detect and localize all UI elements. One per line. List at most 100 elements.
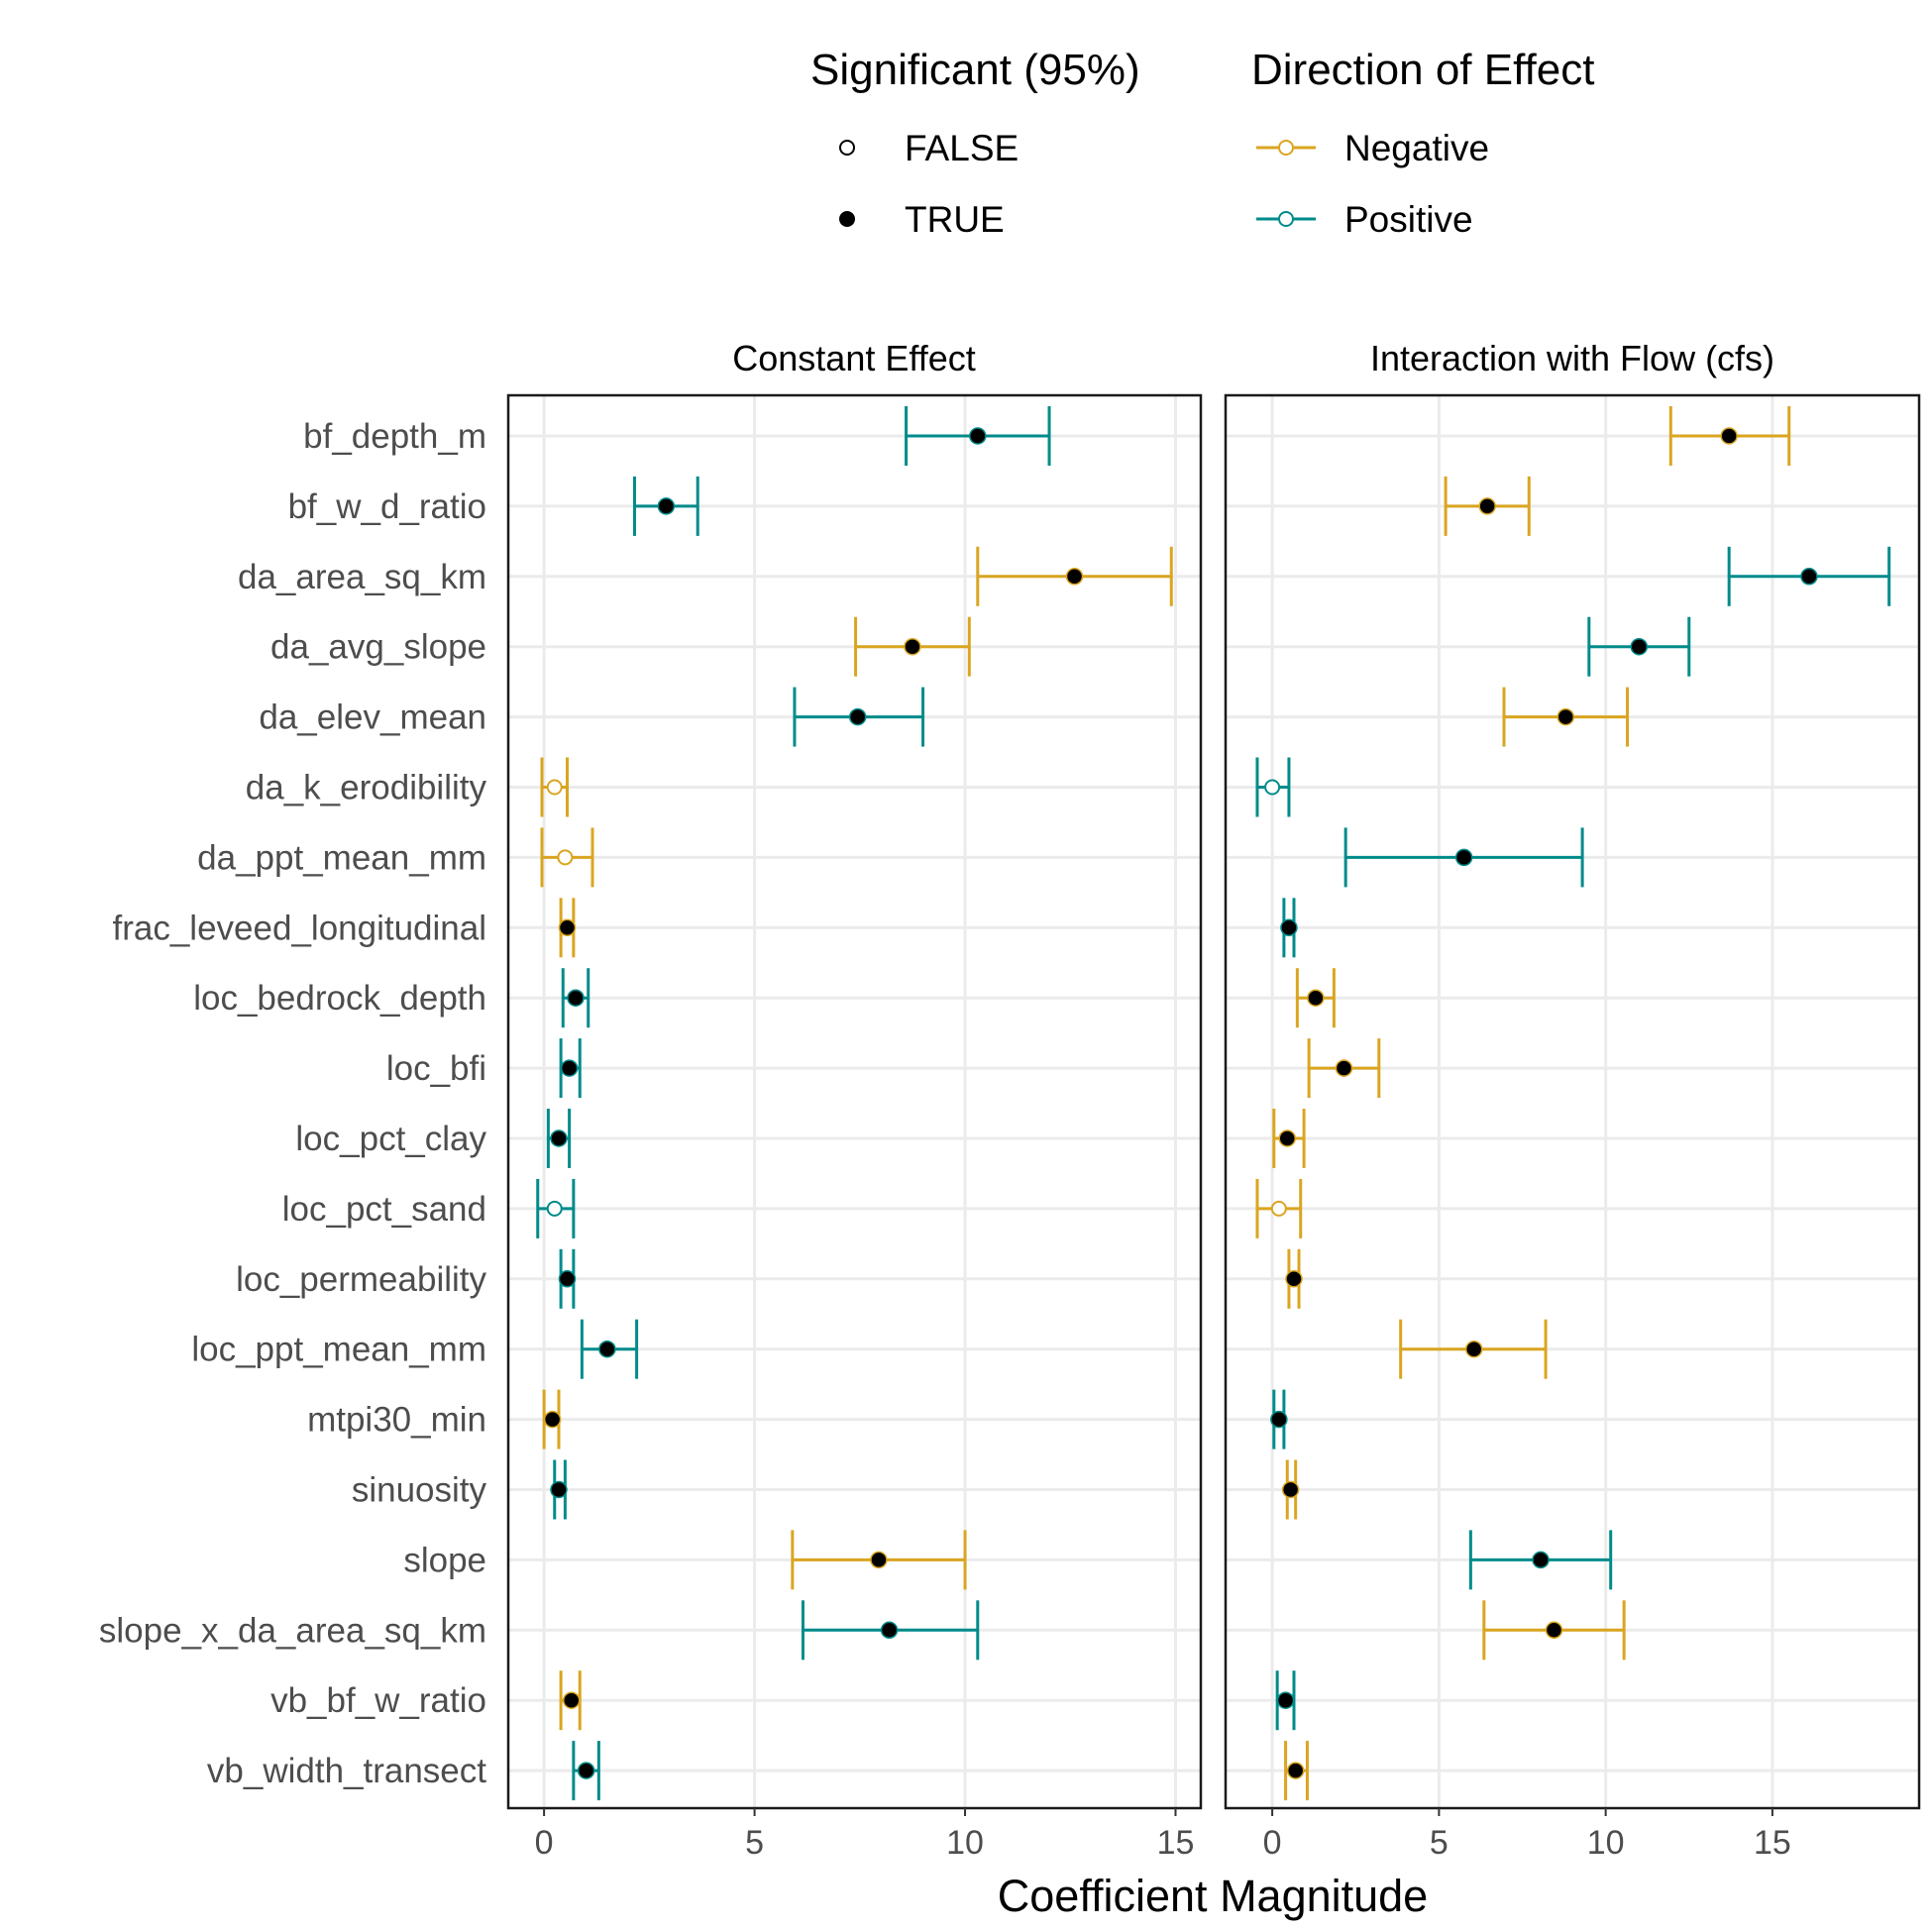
errorbar-loc-permeability: [1285, 1248, 1303, 1309]
x-tick-label: 5: [745, 1824, 764, 1862]
x-tick-label: 0: [535, 1824, 554, 1862]
x-axis-title: Coefficient Magnitude: [998, 1871, 1428, 1921]
category-label-slope-x-da-area-sq-km: slope_x_da_area_sq_km: [99, 1611, 486, 1650]
point-estimate: [1285, 1270, 1303, 1288]
category-label-sinuosity: sinuosity: [352, 1471, 487, 1510]
category-label-frac-leveed-longitudinal: frac_leveed_longitudinal: [113, 909, 487, 947]
category-label-loc-ppt-mean-mm: loc_ppt_mean_mm: [191, 1331, 486, 1369]
point-estimate: [657, 497, 676, 515]
errorbar-da-k-erodibility: [540, 757, 569, 817]
legend-false-marker: [839, 140, 855, 156]
point-estimate: [1464, 1340, 1483, 1358]
errorbar-da-elev-mean: [793, 687, 925, 747]
errorbar-da-ppt-mean-mm: [540, 827, 594, 888]
errorbar-loc-pct-clay: [546, 1109, 572, 1168]
errorbar-slope-x-da-area-sq-km: [1482, 1600, 1626, 1661]
point-estimate: [1800, 568, 1818, 586]
legend-negative-label: Negative: [1344, 128, 1489, 168]
legend-direction-title: Direction of Effect: [1251, 46, 1594, 94]
category-label-da-avg-slope: da_avg_slope: [270, 628, 486, 667]
category-label-loc-bedrock-depth: loc_bedrock_depth: [193, 979, 486, 1018]
point-estimate: [1307, 989, 1325, 1007]
point-estimate: [562, 1691, 581, 1709]
category-label-da-area-sq-km: da_area_sq_km: [238, 558, 486, 596]
errorbar-vb-bf-w-ratio: [1275, 1670, 1296, 1731]
errorbar-bf-depth-m: [905, 406, 1051, 466]
panel-frame: [506, 393, 1203, 1810]
errorbar-da-area-sq-km: [1727, 546, 1891, 606]
point-estimate: [557, 849, 574, 866]
legend-negative-marker: [1278, 140, 1294, 156]
category-label-vb-width-transect: vb_width_transect: [207, 1752, 486, 1790]
point-estimate: [550, 1480, 568, 1499]
errorbar-vb-width-transect: [572, 1741, 600, 1801]
point-estimate: [1280, 918, 1298, 937]
point-estimate: [550, 1129, 568, 1147]
point-estimate: [1454, 848, 1473, 867]
point-estimate: [1545, 1621, 1563, 1640]
category-label-da-elev-mean: da_elev_mean: [259, 698, 486, 737]
point-estimate: [577, 1762, 595, 1779]
x-tick-label: 15: [1157, 1824, 1195, 1862]
point-estimate: [546, 779, 563, 796]
point-estimate: [558, 918, 577, 937]
category-label-loc-bfi: loc_bfi: [386, 1049, 486, 1088]
category-label-slope: slope: [403, 1541, 486, 1579]
errorbar-loc-pct-sand: [1255, 1178, 1303, 1238]
x-tick-label: 15: [1754, 1824, 1791, 1862]
legend-true-marker: [839, 211, 855, 227]
point-estimate: [1532, 1551, 1550, 1569]
point-estimate: [1276, 1691, 1295, 1709]
x-tick-label: 10: [946, 1824, 984, 1862]
errorbar-loc-pct-clay: [1272, 1109, 1306, 1168]
errorbar-da-elev-mean: [1502, 687, 1630, 747]
point-estimate: [558, 1270, 577, 1288]
errorbar-loc-bedrock-depth: [1295, 968, 1336, 1028]
point-estimate: [598, 1340, 616, 1358]
panel-constant-effect: 0 5 10 15: [506, 393, 1203, 1862]
point-estimate: [567, 989, 585, 1007]
point-estimate: [1630, 637, 1649, 656]
errorbar-loc-bfi: [1307, 1038, 1381, 1099]
point-estimate: [1720, 427, 1738, 445]
errorbar-bf-depth-m: [1668, 406, 1791, 466]
point-estimate: [1264, 779, 1281, 796]
category-label-mtpi30-min: mtpi30_min: [307, 1401, 486, 1440]
errorbar-da-avg-slope: [854, 616, 971, 677]
panel-title-interaction: Interaction with Flow (cfs): [1370, 338, 1774, 378]
point-estimate: [870, 1551, 888, 1569]
point-estimate: [1065, 568, 1084, 586]
errorbar-bf-w-d-ratio: [1444, 476, 1531, 536]
legend-positive-marker: [1278, 211, 1294, 227]
errorbar-da-k-erodibility: [1255, 757, 1291, 817]
point-estimate: [1278, 1129, 1297, 1147]
point-estimate: [1281, 1480, 1300, 1499]
point-estimate: [1335, 1059, 1353, 1077]
point-estimate: [904, 637, 921, 656]
errorbar-loc-ppt-mean-mm: [1399, 1319, 1548, 1379]
errorbar-loc-pct-sand: [536, 1178, 576, 1238]
errorbar-mtpi30-min: [542, 1389, 562, 1449]
category-label-bf-depth-m: bf_depth_m: [303, 417, 486, 456]
point-estimate: [848, 707, 867, 726]
errorbar-frac-leveed-longitudinal: [1280, 898, 1298, 958]
x-tick-label: 0: [1263, 1824, 1282, 1862]
errorbar-da-area-sq-km: [976, 546, 1173, 606]
errorbar-da-avg-slope: [1587, 616, 1691, 677]
legend: Significant (95%) FALSE TRUE Direction o…: [810, 46, 1594, 240]
errorbar-slope: [1468, 1530, 1613, 1590]
x-tick-label: 10: [1587, 1824, 1625, 1862]
point-estimate: [1270, 1200, 1287, 1217]
errorbar-mtpi30-min: [1270, 1389, 1288, 1449]
errorbar-vb-bf-w-ratio: [559, 1670, 582, 1731]
category-label-loc-pct-clay: loc_pct_clay: [295, 1120, 486, 1158]
panel-title-constant: Constant Effect: [732, 338, 975, 378]
category-labels: bf_depth_m bf_w_d_ratio da_area_sq_km da_av…: [99, 417, 487, 1790]
errorbar-bf-w-d-ratio: [632, 476, 699, 536]
errorbar-vb-width-transect: [1284, 1741, 1309, 1801]
category-label-loc-pct-sand: loc_pct_sand: [282, 1190, 486, 1229]
point-estimate: [1478, 497, 1496, 515]
errorbar-sinuosity: [1281, 1459, 1300, 1520]
point-estimate: [560, 1059, 579, 1077]
errorbar-loc-bedrock-depth: [561, 968, 590, 1028]
